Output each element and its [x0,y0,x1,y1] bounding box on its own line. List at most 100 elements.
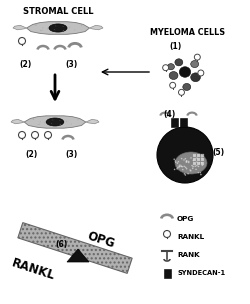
Bar [180,118,186,126]
Circle shape [40,30,41,31]
Circle shape [180,165,182,167]
Circle shape [178,89,184,95]
Text: (6): (6) [56,240,68,248]
Bar [193,158,196,161]
Circle shape [170,82,176,88]
Circle shape [81,25,82,26]
Text: (5): (5) [212,148,224,157]
Circle shape [201,162,202,164]
Circle shape [54,29,55,30]
Text: RANKL: RANKL [10,257,57,283]
Circle shape [192,168,194,169]
Circle shape [183,166,185,167]
Text: (4): (4) [164,110,176,119]
Circle shape [32,132,38,139]
Circle shape [186,160,188,162]
Circle shape [185,167,186,168]
Text: (1): (1) [170,42,182,51]
Text: MYELOMA CELLS: MYELOMA CELLS [150,28,226,37]
Text: RANKL: RANKL [177,234,204,240]
Circle shape [60,124,61,125]
Circle shape [198,70,204,76]
Circle shape [185,161,187,163]
Ellipse shape [168,64,174,70]
Circle shape [177,167,179,168]
Circle shape [174,158,175,160]
Bar [193,162,196,165]
Circle shape [190,170,192,171]
Circle shape [184,158,186,160]
Circle shape [51,123,52,124]
Circle shape [51,24,52,25]
Ellipse shape [175,152,207,174]
Circle shape [183,159,185,161]
Circle shape [59,125,60,126]
Circle shape [157,127,213,183]
Circle shape [63,30,64,31]
Circle shape [196,157,198,159]
Circle shape [48,118,49,119]
Polygon shape [86,119,99,124]
Circle shape [185,174,186,176]
Polygon shape [26,22,90,34]
Circle shape [18,37,26,44]
Polygon shape [18,223,132,273]
Circle shape [179,164,181,166]
Circle shape [198,172,199,174]
Circle shape [42,27,43,28]
Circle shape [200,174,202,175]
Bar [201,162,204,165]
Text: OPG: OPG [177,216,194,222]
Text: SYNDECAN-1: SYNDECAN-1 [177,270,225,276]
Circle shape [182,166,183,168]
Ellipse shape [46,118,64,126]
Circle shape [198,166,199,167]
Circle shape [194,54,200,60]
Circle shape [196,161,198,163]
Circle shape [186,161,188,163]
Circle shape [195,168,197,170]
Circle shape [63,26,64,27]
Circle shape [184,173,185,174]
Circle shape [69,27,70,28]
Circle shape [186,160,187,162]
Ellipse shape [175,59,183,66]
Polygon shape [90,25,103,30]
Circle shape [176,168,178,170]
Bar [201,158,204,161]
Bar [197,162,200,165]
Polygon shape [11,119,24,124]
Circle shape [31,118,32,119]
Bar [170,118,177,126]
Circle shape [33,118,34,119]
Circle shape [188,161,190,162]
Circle shape [63,30,64,31]
Ellipse shape [179,67,191,77]
Circle shape [202,164,203,166]
Text: (3): (3) [66,150,78,159]
Ellipse shape [191,73,200,82]
Polygon shape [13,25,26,30]
Circle shape [186,168,188,169]
Polygon shape [67,249,89,262]
Circle shape [62,31,63,32]
Circle shape [200,172,201,173]
Circle shape [201,157,203,159]
Bar [193,154,196,157]
Circle shape [190,157,192,159]
Circle shape [180,166,182,167]
Circle shape [191,165,193,166]
Circle shape [199,162,200,164]
Circle shape [188,162,190,163]
Circle shape [181,158,182,159]
Circle shape [60,124,61,125]
Circle shape [74,29,75,30]
Circle shape [39,124,40,125]
Circle shape [66,121,67,122]
Circle shape [187,173,189,174]
Circle shape [52,119,53,120]
Circle shape [175,161,176,163]
Bar [197,154,200,157]
Circle shape [44,132,52,139]
Circle shape [196,165,198,166]
